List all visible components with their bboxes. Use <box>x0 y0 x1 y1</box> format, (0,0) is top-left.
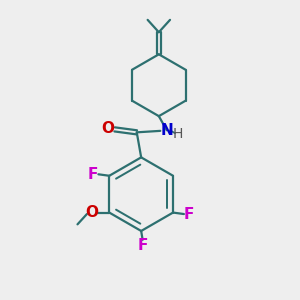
Text: F: F <box>184 206 194 221</box>
Text: F: F <box>137 238 148 253</box>
Text: N: N <box>160 123 173 138</box>
Text: O: O <box>86 205 99 220</box>
Text: O: O <box>102 121 115 136</box>
Text: F: F <box>88 167 98 182</box>
Text: H: H <box>173 128 183 141</box>
